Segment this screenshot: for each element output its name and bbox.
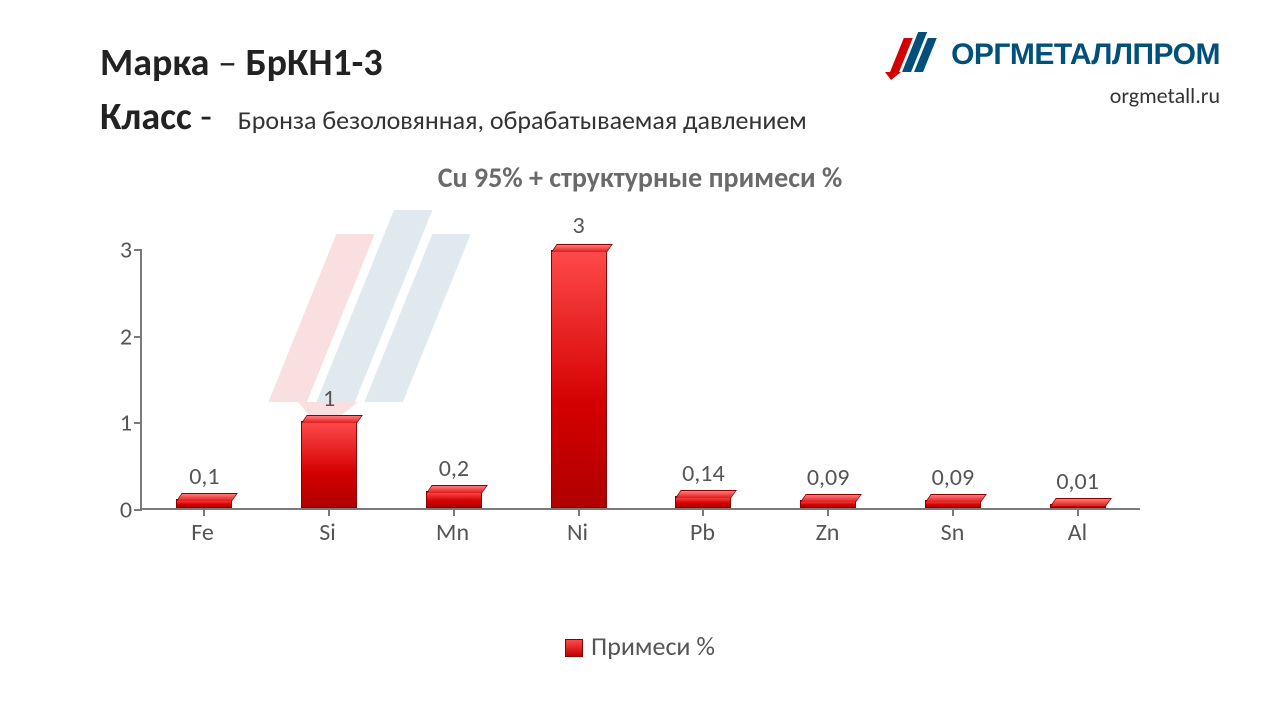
- x-tick-label: Sn: [893, 518, 1013, 547]
- bar: [551, 250, 607, 508]
- bar: [176, 499, 232, 508]
- chart-title: Cu 95% + структурные примеси %: [0, 160, 1280, 195]
- bar: [301, 421, 357, 508]
- bar-value-label: 0,01: [1056, 467, 1098, 496]
- bar-slot: 0,1: [144, 250, 264, 508]
- bar-value-label: 0,09: [932, 463, 974, 492]
- marka-value: БрКН1-3: [246, 40, 383, 86]
- class-label: Класс: [100, 94, 192, 140]
- x-tick-label: Pb: [643, 518, 763, 547]
- bar-slot: 0,01: [1018, 250, 1138, 508]
- x-tick-label: Fe: [143, 518, 263, 547]
- x-tick-label: Si: [268, 518, 388, 547]
- bar: [675, 496, 731, 508]
- x-tick-label: Al: [1018, 518, 1138, 547]
- dash2: -: [192, 94, 221, 140]
- bar-value-label: 0,09: [807, 463, 849, 492]
- x-tick-label: Mn: [393, 518, 513, 547]
- y-tick-label: 3: [92, 236, 132, 265]
- bar-slot: 0,14: [643, 250, 763, 508]
- brand-block: ОРГМЕТАЛЛПРОМ orgmetall.ru: [881, 30, 1220, 109]
- bar-slot: 0,09: [768, 250, 888, 508]
- x-tick-label: Ni: [518, 518, 638, 547]
- dash: –: [209, 40, 245, 86]
- brand-url: orgmetall.ru: [881, 82, 1220, 109]
- bar-slot: 3: [519, 250, 639, 508]
- bar-slot: 0,09: [893, 250, 1013, 508]
- legend-swatch: [565, 639, 583, 657]
- marka-label: Марка: [100, 40, 209, 86]
- bar-value-label: 1: [323, 384, 335, 413]
- bar-chart: 0,110,230,140,090,090,01 0123 FeSiMnNiPb…: [80, 250, 1140, 550]
- brand-logo-icon: [881, 30, 943, 80]
- legend-label: Примеси %: [591, 630, 715, 662]
- x-tick-label: Zn: [768, 518, 888, 547]
- bar-value-label: 0,1: [189, 462, 219, 491]
- bar-slot: 1: [269, 250, 389, 508]
- y-tick-label: 0: [92, 496, 132, 525]
- bar-value-label: 0,2: [439, 454, 469, 483]
- legend: Примеси %: [0, 630, 1280, 662]
- bar: [426, 491, 482, 508]
- brand-logo-text: ОРГМЕТАЛЛПРОМ: [951, 38, 1220, 72]
- bar: [925, 500, 981, 508]
- bar-slot: 0,2: [394, 250, 514, 508]
- y-tick-label: 1: [92, 409, 132, 438]
- bar-value-label: 3: [573, 211, 585, 240]
- class-description: Бронза безоловянная, обрабатываемая давл…: [238, 104, 807, 136]
- y-tick-label: 2: [92, 322, 132, 351]
- bar-value-label: 0,14: [682, 459, 724, 488]
- bar: [800, 500, 856, 508]
